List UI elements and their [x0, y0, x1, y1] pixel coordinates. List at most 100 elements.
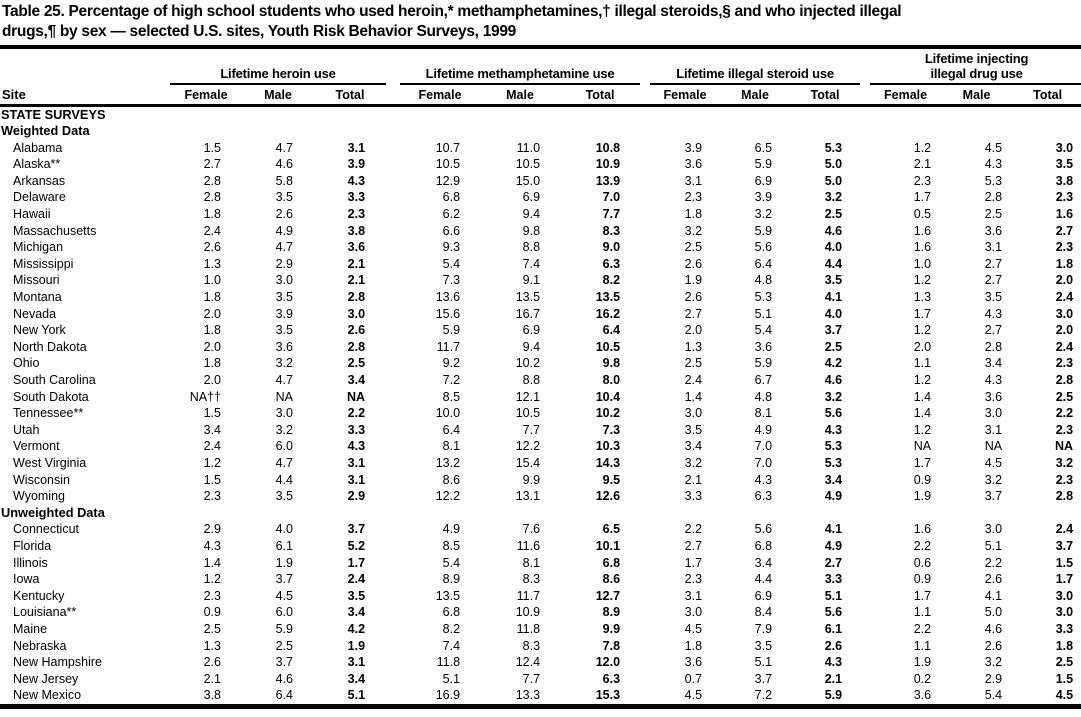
value-cell: 2.4 — [684, 373, 703, 387]
value-cell: 10.3 — [595, 439, 621, 454]
column-gap — [386, 206, 400, 223]
value-cell: 6.0 — [275, 605, 293, 620]
value-cell: NA — [346, 389, 366, 404]
value-cell: 8.5 — [442, 538, 461, 553]
value-cell: 3.4 — [684, 439, 703, 454]
col-header-male: Male — [242, 84, 314, 107]
value-cell: 7.8 — [602, 638, 621, 653]
column-gap — [386, 571, 400, 588]
value-cell: 3.7 — [754, 671, 773, 686]
value-cell: 3.4 — [347, 373, 366, 387]
value-cell: 9.2 — [442, 356, 461, 371]
value-cell: 2.5 — [824, 207, 843, 222]
column-gap — [860, 571, 870, 588]
value-cell: 2.1 — [684, 472, 703, 487]
group-header-heroin: Lifetime heroin use — [170, 51, 387, 85]
column-gap — [386, 156, 400, 173]
value-cell: 2.5 — [1055, 655, 1074, 670]
value-cell: 6.4 — [754, 256, 773, 271]
value-cell: 1.2 — [913, 323, 932, 338]
value-cell: 13.5 — [515, 290, 541, 305]
value-cell: 2.2 — [347, 406, 366, 421]
value-cell: 6.9 — [754, 173, 773, 188]
value-cell: 2.7 — [684, 306, 703, 321]
value-cell: 4.5 — [684, 621, 703, 636]
column-gap — [860, 405, 870, 422]
value-cell: 5.3 — [824, 140, 843, 155]
value-cell: 10.5 — [515, 406, 541, 421]
value-cell: NA — [1055, 439, 1074, 454]
site-name: New York — [13, 323, 66, 338]
value-cell: 6.5 — [754, 140, 773, 155]
value-cell: 8.6 — [442, 472, 461, 487]
site-name: Michigan — [13, 240, 64, 255]
column-gap — [386, 588, 400, 605]
table-row: Connecticut 2.9 4.0 3.7 4.9 7.6 6.5 2.2 5.6 4.1 1.… — [0, 521, 1081, 538]
value-cell: 8.8 — [522, 240, 541, 255]
value-cell: 3.9 — [347, 157, 366, 172]
value-cell: 4.4 — [754, 572, 773, 587]
value-cell: 2.9 — [347, 489, 366, 504]
column-gap — [386, 671, 400, 688]
column-gap — [640, 687, 650, 704]
column-gap — [640, 322, 650, 339]
column-gap — [386, 654, 400, 671]
value-cell: 4.0 — [824, 240, 843, 255]
value-cell: 3.4 — [824, 472, 843, 487]
value-cell: 9.1 — [522, 273, 541, 288]
value-cell: 1.5 — [203, 140, 221, 155]
value-cell: 5.8 — [275, 173, 293, 188]
table-row: Utah 3.4 3.2 3.3 6.4 7.7 7.3 3.5 4.9 4.3 1.2 3.1 2.3 — [0, 422, 1081, 439]
value-cell: 3.1 — [347, 140, 366, 155]
value-cell: 12.0 — [595, 655, 621, 670]
column-gap — [386, 455, 400, 472]
column-gap — [860, 189, 870, 206]
value-cell: 7.2 — [754, 688, 773, 703]
value-cell: 2.3 — [1055, 422, 1074, 437]
value-cell: 5.2 — [347, 538, 366, 553]
value-cell: 4.0 — [275, 522, 293, 537]
value-cell: 1.8 — [203, 290, 221, 305]
section-header-row: Unweighted Data — [0, 505, 1081, 522]
value-cell: 12.1 — [515, 389, 541, 404]
value-cell: 1.7 — [913, 190, 932, 205]
site-name: Florida — [13, 538, 52, 553]
site-name: Missouri — [13, 273, 60, 288]
col-header-female: Female — [870, 84, 942, 107]
value-cell: 9.5 — [602, 472, 621, 487]
value-cell: 1.4 — [913, 406, 932, 421]
value-cell: 1.7 — [347, 555, 366, 570]
value-cell: 3.5 — [275, 290, 293, 305]
value-cell: 1.9 — [684, 273, 703, 288]
column-gap — [386, 189, 400, 206]
value-cell: 9.8 — [522, 223, 541, 238]
value-cell: 8.9 — [602, 605, 621, 620]
value-cell: 2.1 — [913, 157, 932, 172]
value-cell: 3.0 — [347, 306, 366, 321]
column-gap — [640, 389, 650, 406]
value-cell: 0.9 — [203, 605, 221, 620]
value-cell: 7.3 — [602, 422, 621, 437]
site-name: New Mexico — [13, 688, 82, 703]
value-cell: 6.3 — [602, 671, 621, 686]
value-cell: 16.7 — [515, 306, 541, 321]
site-name: Nevada — [13, 306, 57, 321]
column-gap — [640, 521, 650, 538]
value-cell: 13.1 — [515, 489, 541, 504]
value-cell: 3.2 — [275, 422, 293, 437]
value-cell: 4.3 — [754, 472, 773, 487]
value-cell: 1.2 — [913, 140, 932, 155]
column-gap — [640, 488, 650, 505]
value-cell: 6.4 — [602, 323, 621, 338]
value-cell: 1.9 — [913, 655, 932, 670]
value-cell: 6.6 — [442, 223, 461, 238]
value-cell: 4.3 — [347, 173, 366, 188]
value-cell: 3.9 — [275, 306, 293, 321]
value-cell: 3.3 — [684, 489, 703, 504]
table-row: Arkansas 2.8 5.8 4.3 12.9 15.0 13.9 3.1 6.9 5.0 2.… — [0, 173, 1081, 190]
table-row: Tennessee** 1.5 3.0 2.2 10.0 10.5 10.2 3.0 8.1 5.… — [0, 405, 1081, 422]
value-cell: 2.2 — [913, 538, 932, 553]
value-cell: 2.5 — [275, 638, 293, 653]
value-cell: 1.3 — [913, 290, 932, 305]
